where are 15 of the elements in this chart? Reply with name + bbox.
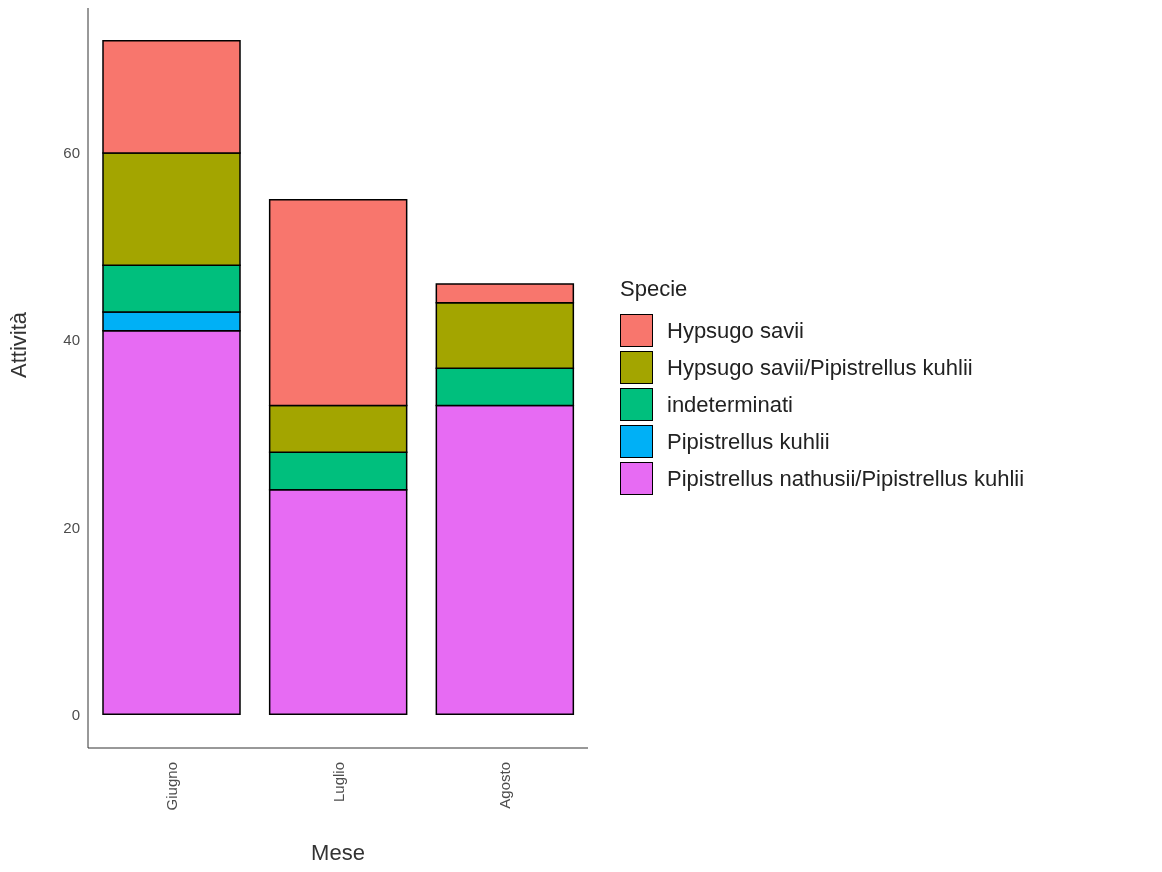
x-tick-label: Agosto (496, 762, 514, 809)
y-tick-label: 20 (63, 518, 80, 536)
x-axis-title: Mese (311, 840, 365, 865)
y-axis-title: Attività (5, 311, 31, 378)
legend-title: Specie (620, 276, 689, 302)
legend-label: Hypsugo savii/Pipistrellus kuhlii (667, 354, 973, 381)
x-tick-label: Giugno (162, 762, 180, 811)
legend-label: indeterminati (667, 391, 793, 418)
y-tick-label: 0 (71, 705, 80, 723)
y-tick-label: 60 (63, 144, 80, 162)
x-tick-label: Luglio (329, 762, 347, 803)
legend-label: Hypsugo savii (667, 317, 804, 344)
y-tick-label: 40 (63, 331, 80, 349)
legend-label: Pipistrellus nathusii/Pipistrellus kuhlii (667, 465, 1025, 492)
legend-label: Pipistrellus kuhlii (667, 428, 830, 455)
